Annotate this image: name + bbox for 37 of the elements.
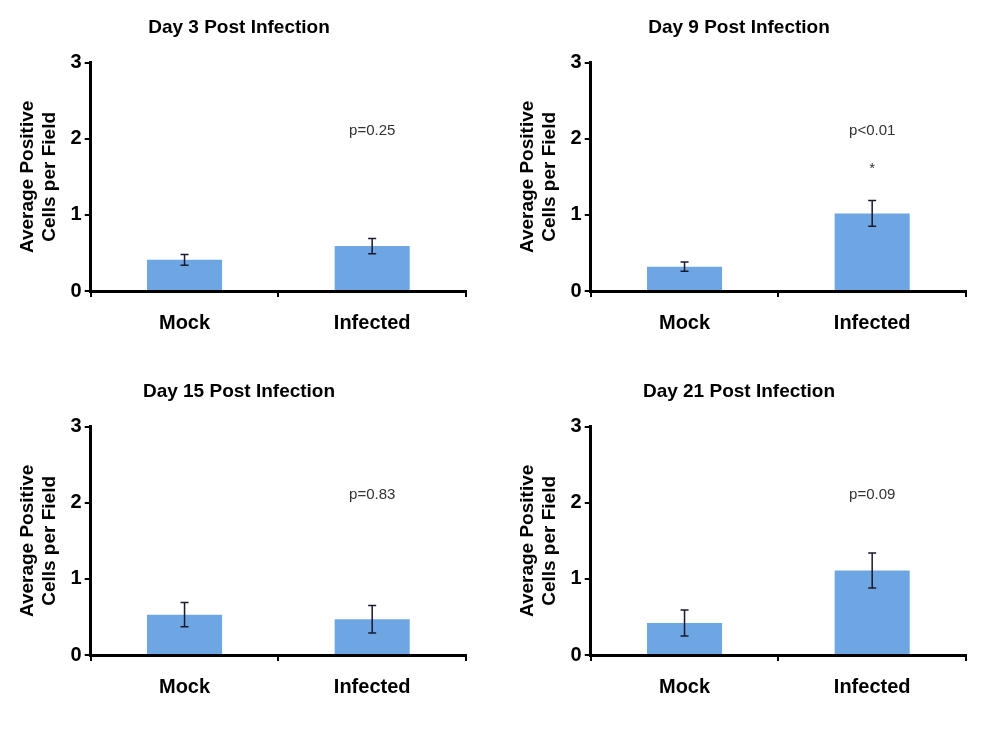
y-axis-title: Average Positive Cells per Field (15, 100, 60, 254)
y-tick-label: 2 (70, 126, 82, 149)
chart-title: Day 3 Post Infection (148, 15, 330, 37)
annotation: * (869, 159, 876, 177)
y-tick-label: 0 (570, 642, 582, 665)
y-tick-label: 3 (70, 50, 82, 73)
y-tick-label: 0 (570, 278, 582, 301)
annotation: p=0.09 (849, 485, 896, 503)
y-tick-label: 1 (570, 202, 582, 225)
y-tick-label: 0 (70, 642, 82, 665)
x-tick-label: Mock (158, 674, 211, 697)
chart-title: Day 21 Post Infection (642, 379, 836, 401)
x-tick-label: Mock (658, 674, 711, 697)
y-tick-label: 2 (570, 126, 582, 149)
y-tick-label: 1 (570, 566, 582, 589)
y-axis-title: Average Positive Cells per Field (15, 464, 60, 618)
annotation: p=0.83 (349, 485, 396, 503)
annotation: p<0.01 (849, 121, 896, 139)
y-tick-label: 3 (70, 414, 82, 437)
x-tick-label: Infected (833, 310, 911, 333)
x-tick-label: Infected (833, 674, 911, 697)
annotation: p=0.25 (349, 121, 396, 139)
y-tick-label: 3 (570, 50, 582, 73)
y-axis-title: Average Positive Cells per Field (515, 464, 560, 618)
y-tick-label: 1 (70, 202, 82, 225)
y-tick-label: 2 (570, 490, 582, 513)
y-tick-label: 2 (70, 490, 82, 513)
chart-title: Day 9 Post Infection (648, 15, 830, 37)
x-tick-label: Mock (658, 310, 711, 333)
y-tick-label: 1 (70, 566, 82, 589)
x-tick-label: Infected (333, 310, 411, 333)
chart-title: Day 15 Post Infection (142, 379, 336, 401)
x-tick-label: Mock (158, 310, 211, 333)
y-tick-label: 0 (70, 278, 82, 301)
y-axis-title: Average Positive Cells per Field (515, 100, 560, 254)
x-tick-label: Infected (333, 674, 411, 697)
y-tick-label: 3 (570, 414, 582, 437)
